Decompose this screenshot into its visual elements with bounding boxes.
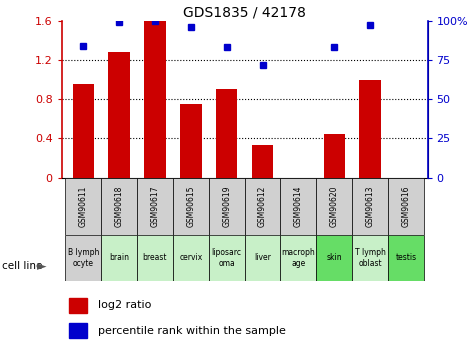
Bar — [352, 178, 388, 235]
Text: GSM90612: GSM90612 — [258, 186, 267, 227]
Text: brain: brain — [109, 253, 129, 263]
Bar — [245, 178, 280, 235]
Text: cervix: cervix — [179, 253, 202, 263]
Bar — [388, 178, 424, 235]
Text: cell line: cell line — [2, 262, 43, 271]
Bar — [73, 85, 94, 178]
Bar — [66, 235, 101, 281]
Text: GSM90614: GSM90614 — [294, 185, 303, 227]
Text: breast: breast — [142, 253, 167, 263]
Bar — [209, 178, 245, 235]
Text: T lymph
oblast: T lymph oblast — [355, 248, 386, 268]
Text: testis: testis — [395, 253, 417, 263]
Bar — [144, 21, 166, 178]
Text: liposarc
oma: liposarc oma — [212, 248, 242, 268]
Bar — [280, 235, 316, 281]
Text: GSM90616: GSM90616 — [401, 185, 410, 227]
Text: B lymph
ocyte: B lymph ocyte — [67, 248, 99, 268]
Text: GSM90619: GSM90619 — [222, 185, 231, 227]
Bar — [101, 235, 137, 281]
Bar — [360, 80, 381, 178]
Bar — [69, 323, 87, 338]
Bar — [280, 178, 316, 235]
Bar — [252, 145, 273, 178]
Bar — [69, 297, 87, 313]
Text: macroph
age: macroph age — [282, 248, 315, 268]
Text: GSM90613: GSM90613 — [366, 185, 375, 227]
Bar — [180, 104, 201, 178]
Bar — [316, 178, 352, 235]
Bar — [137, 178, 173, 235]
Text: GSM90618: GSM90618 — [114, 186, 124, 227]
Bar — [216, 89, 238, 178]
Bar — [173, 178, 209, 235]
Text: liver: liver — [254, 253, 271, 263]
Text: GSM90617: GSM90617 — [151, 185, 160, 227]
Bar — [209, 235, 245, 281]
Bar — [137, 235, 173, 281]
Text: skin: skin — [326, 253, 342, 263]
Bar — [316, 235, 352, 281]
Bar — [352, 235, 388, 281]
Text: GSM90611: GSM90611 — [79, 186, 88, 227]
Text: GSM90615: GSM90615 — [186, 185, 195, 227]
Bar — [323, 134, 345, 178]
Text: percentile rank within the sample: percentile rank within the sample — [98, 326, 286, 336]
Title: GDS1835 / 42178: GDS1835 / 42178 — [183, 6, 306, 20]
Bar — [388, 235, 424, 281]
Text: log2 ratio: log2 ratio — [98, 300, 152, 310]
Bar — [245, 235, 280, 281]
Text: ►: ► — [37, 260, 47, 273]
Bar — [66, 178, 101, 235]
Bar — [101, 178, 137, 235]
Bar — [108, 52, 130, 178]
Bar — [173, 235, 209, 281]
Text: GSM90620: GSM90620 — [330, 185, 339, 227]
